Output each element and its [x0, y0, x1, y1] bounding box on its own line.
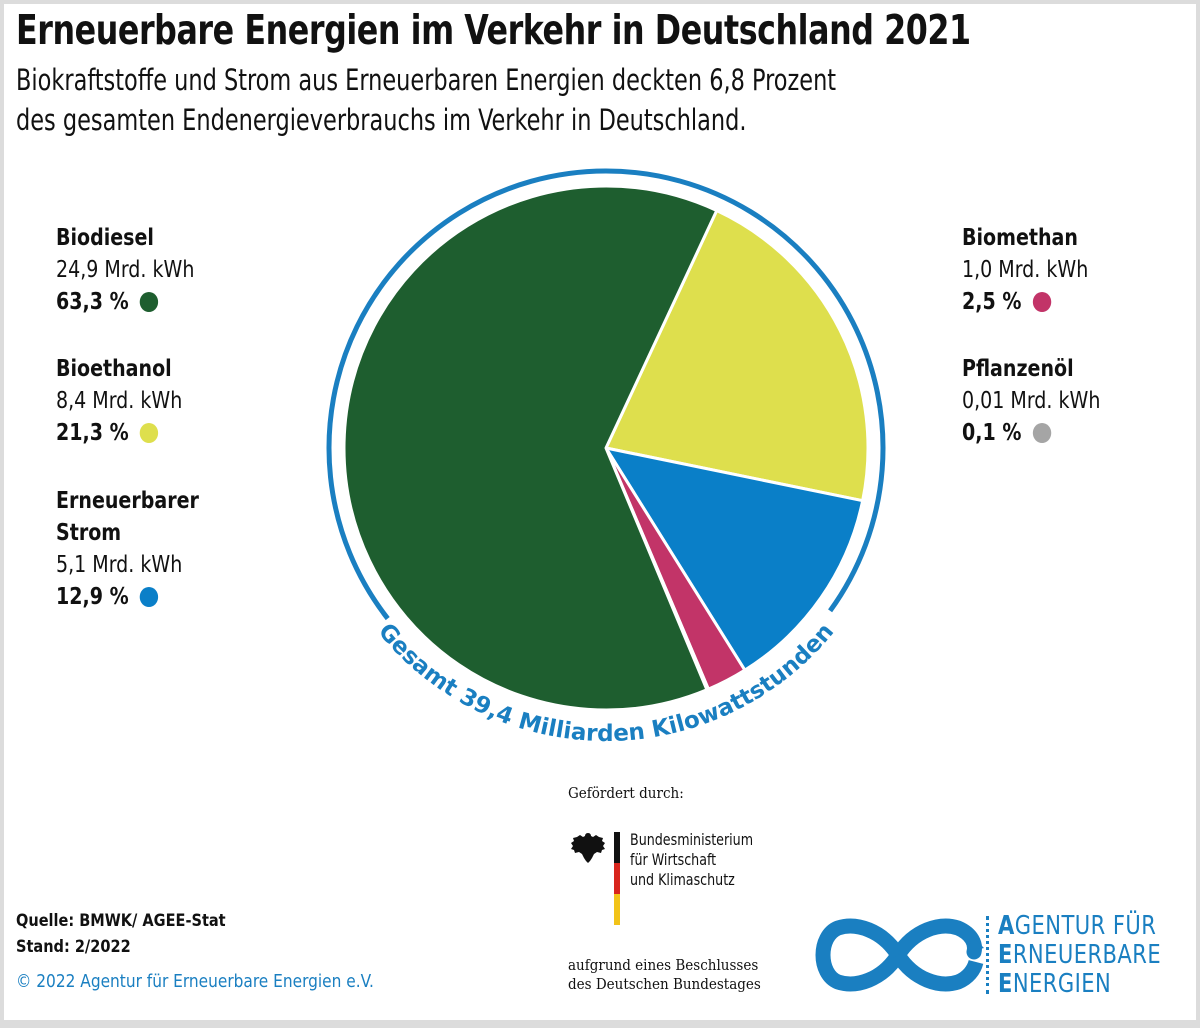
copyright-label: © 2022 Agentur für Erneuerbare Energien … [16, 971, 374, 992]
logo-initial-a: A [998, 911, 1015, 941]
pie-slice-biodiesel [342, 184, 719, 712]
legend-name: Bioethanol [56, 356, 172, 382]
legend-item-bioethanol: Bioethanol 8,4 Mrd. kWh 21,3 % [56, 353, 182, 449]
logo-line-2: RNEUERBARE [1012, 940, 1162, 970]
logo-line-3: NERGIEN [1012, 969, 1112, 999]
legend-percent: 63,3 % [56, 289, 129, 315]
logo-line-1: GENTUR FÜR [1014, 911, 1157, 941]
legend-value: 24,9 Mrd. kWh [56, 257, 195, 283]
legend-swatch-dot-icon [1032, 423, 1051, 443]
flag-stripe-red [614, 863, 620, 894]
page-title: Erneuerbare Energien im Verkehr in Deuts… [16, 6, 971, 54]
ministry-name: Bundesministerium für Wirtschaft und Kli… [630, 830, 753, 890]
legend-swatch-dot-icon [139, 587, 159, 607]
total-ring-arc-right [605, 168, 886, 613]
logo-initial-e2: E [998, 969, 1013, 999]
legend-percent: 12,9 % [56, 584, 129, 610]
funding-note-line-1: aufgrund eines Beschlusses [568, 956, 759, 974]
aee-logo-text: AGENTUR FÜR ERNEUERBARE ENERGIEN [998, 912, 1161, 999]
legend-swatch-dot-icon [139, 423, 159, 443]
legend-name: Biomethan [962, 225, 1078, 251]
logo-initial-e: E [998, 940, 1013, 970]
legend-item-biomethan: Biomethan 1,0 Mrd. kWh 2,5 % [962, 222, 1088, 318]
source-label: Quelle: BMWK/ AGEE-Stat [16, 911, 226, 931]
flag-stripe-gold [614, 894, 620, 925]
ministry-line-2: für Wirtschaft [630, 850, 717, 869]
legend-percent: 21,3 % [56, 420, 129, 446]
pie-slice-erneuerbarer-strom [604, 446, 865, 672]
legend-value: 0,01 Mrd. kWh [962, 388, 1101, 414]
legend-percent: 0,1 % [962, 420, 1022, 446]
legend-name-line-1: Erneuerbarer [56, 488, 199, 514]
legend-value: 1,0 Mrd. kWh [962, 257, 1089, 283]
total-ring-arc-left [326, 168, 607, 621]
infinity-logo-icon [815, 918, 984, 992]
flag-stripe-black [614, 832, 620, 863]
ministry-line-3: und Klimaschutz [630, 870, 735, 889]
legend-item-pflanzenoel: Pflanzenöl 0,01 Mrd. kWh 0,1 % [962, 353, 1100, 449]
logo-divider [986, 916, 989, 994]
legend-swatch-dot-icon [1032, 292, 1051, 312]
legend-name: Biodiesel [56, 225, 154, 251]
legend-value: 5,1 Mrd. kWh [56, 552, 183, 578]
legend-value: 8,4 Mrd. kWh [56, 388, 183, 414]
subtitle-line-2: des gesamten Endenergieverbrauchs im Ver… [16, 103, 747, 137]
ministry-line-1: Bundesministerium [630, 830, 754, 849]
legend-name: Pflanzenöl [962, 356, 1074, 382]
pie-slice-bioethanol [604, 209, 870, 503]
federal-eagle-icon [571, 833, 605, 863]
legend-name-line-2: Strom [56, 520, 122, 546]
legend-swatch-dot-icon [139, 292, 159, 312]
legend-item-biodiesel: Biodiesel 24,9 Mrd. kWh 63,3 % [56, 222, 194, 318]
subtitle-line-1: Biokraftstoffe und Strom aus Erneuerbare… [16, 63, 837, 97]
legend-item-erneuerbarer-strom: Erneuerbarer Strom 5,1 Mrd. kWh 12,9 % [56, 485, 199, 613]
date-label: Stand: 2/2022 [16, 937, 131, 957]
legend-percent: 2,5 % [962, 289, 1022, 315]
funding-note-line-2: des Deutschen Bundestages [568, 975, 761, 993]
funding-label: Gefördert durch: [568, 784, 684, 802]
